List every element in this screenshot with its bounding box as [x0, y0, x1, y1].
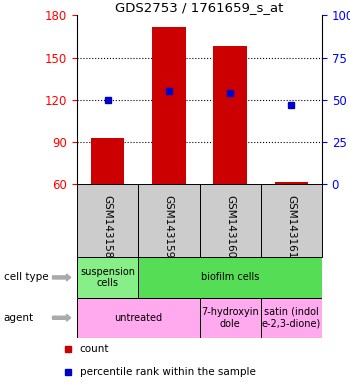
Text: GSM143161: GSM143161: [286, 195, 296, 259]
Text: untreated: untreated: [114, 313, 162, 323]
Bar: [261, 184, 322, 257]
Bar: [152, 26, 186, 184]
Bar: [91, 138, 125, 184]
Text: percentile rank within the sample: percentile rank within the sample: [80, 367, 256, 377]
Text: count: count: [80, 344, 109, 354]
Text: GSM143158: GSM143158: [103, 195, 113, 259]
Text: suspension
cells: suspension cells: [80, 266, 135, 288]
Bar: [199, 298, 261, 338]
Bar: [199, 184, 261, 257]
Bar: [213, 46, 247, 184]
Bar: [77, 184, 138, 257]
Text: GSM143159: GSM143159: [164, 195, 174, 259]
Bar: [261, 298, 322, 338]
Text: GSM143160: GSM143160: [225, 195, 235, 258]
Text: agent: agent: [4, 313, 34, 323]
Bar: [138, 184, 199, 257]
Bar: [77, 257, 138, 298]
Text: cell type: cell type: [4, 272, 48, 283]
Text: biofilm cells: biofilm cells: [201, 272, 259, 283]
Bar: [274, 182, 308, 184]
Title: GDS2753 / 1761659_s_at: GDS2753 / 1761659_s_at: [115, 1, 284, 14]
Bar: [77, 298, 200, 338]
Bar: [138, 257, 322, 298]
Text: satin (indol
e-2,3-dione): satin (indol e-2,3-dione): [262, 307, 321, 329]
Text: 7-hydroxyin
dole: 7-hydroxyin dole: [201, 307, 259, 329]
